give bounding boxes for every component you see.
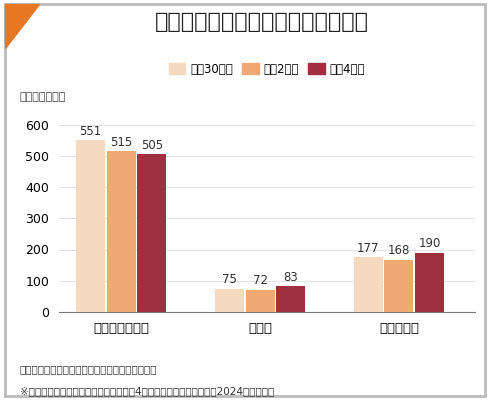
Text: ※独立行政法人日本学生支援機構「令和4年度学生生活調査結果」（2024）をもとに: ※独立行政法人日本学生支援機構「令和4年度学生生活調査結果」（2024）をもとに [20, 386, 274, 396]
Text: ［単位：千円］: ［単位：千円］ [20, 92, 66, 102]
Text: 190: 190 [418, 238, 441, 250]
Bar [415, 253, 444, 312]
Text: 515: 515 [110, 136, 132, 149]
Bar [215, 288, 244, 312]
Text: 千代田財団が作成。千円未満は四捨五入して表示: 千代田財団が作成。千円未満は四捨五入して表示 [20, 364, 157, 374]
Bar [107, 151, 136, 312]
Legend: 平成30年度, 令和2年度, 令和4年度: 平成30年度, 令和2年度, 令和4年度 [164, 58, 370, 80]
Text: 75: 75 [222, 273, 237, 286]
Text: 551: 551 [79, 125, 102, 138]
Text: 高等専門学校生の収入内訳（年間）: 高等専門学校生の収入内訳（年間） [155, 12, 369, 32]
Bar [385, 260, 414, 312]
Bar [354, 257, 383, 312]
Bar [276, 286, 305, 312]
Text: 168: 168 [388, 244, 410, 257]
Text: 72: 72 [253, 274, 268, 287]
Text: 177: 177 [357, 242, 380, 254]
Bar [137, 154, 166, 312]
Text: 83: 83 [283, 271, 298, 284]
Text: 505: 505 [141, 139, 163, 152]
Bar [245, 290, 274, 312]
Bar [76, 140, 105, 312]
